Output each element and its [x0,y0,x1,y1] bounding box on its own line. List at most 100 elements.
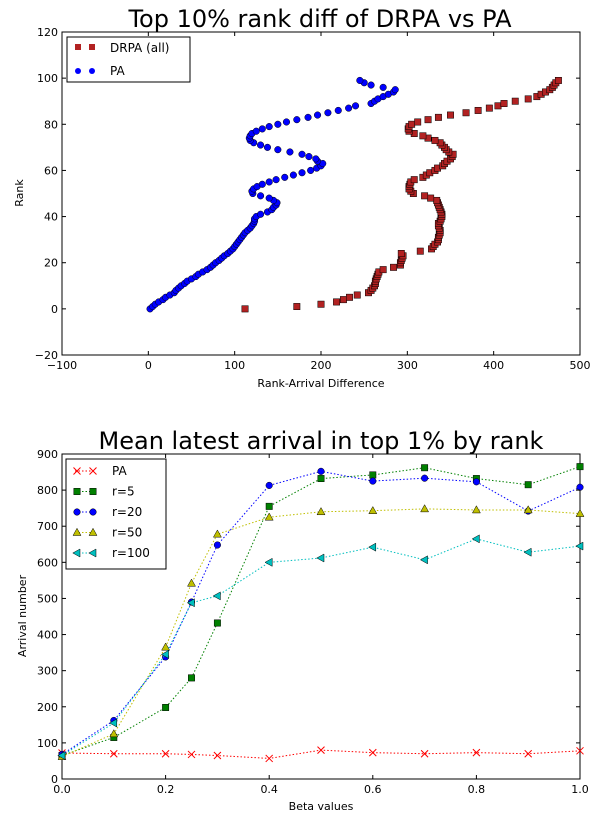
point-pa [263,143,272,151]
chart-1-ytick-label: 60 [44,164,58,177]
legend-label-r-20: r=20 [112,505,142,519]
legend-marker-pa [73,467,81,475]
chart-2-ytick-label: 600 [37,556,58,569]
chart-1-xtick-label: 300 [397,359,418,372]
point-pa [298,150,306,158]
legend-item-r-5: r=5 [73,485,135,499]
point-r-5 [576,463,584,471]
chart-1-xtick-label: 500 [570,359,591,372]
legend-marker-r-20 [73,508,81,516]
point-r-5 [188,674,195,682]
point-drpa-all [333,298,340,306]
legend-marker-r-50 [72,527,82,536]
point-pa [258,180,266,188]
chart-1-xtick-label: 200 [311,359,332,372]
point-drpa-all [293,303,301,311]
point-drpa-all [353,291,361,299]
point-pa [313,111,322,119]
chart-2-ytick-label: 300 [37,665,58,678]
point-pa [161,749,170,758]
series-r-100 [57,534,584,760]
point-drpa-all [339,296,347,304]
point-pa [258,125,266,133]
legend-label-r-50: r=50 [112,526,142,540]
point-drpa-all [494,102,502,110]
point-pa [281,173,289,181]
point-pa [272,176,280,184]
line-r-20 [61,470,581,755]
point-drpa-all [424,116,432,124]
chart-2-ylabel: Arrival number [16,574,29,657]
chart-2-xtick-label: 0.2 [157,783,175,796]
line-pa [61,749,581,759]
point-r-100 [523,547,532,557]
point-r-100 [316,553,325,563]
point-pa [367,81,375,89]
series-r-50 [57,504,585,760]
point-pa [524,749,533,758]
line-r-5 [61,466,581,756]
chart-2-ytick-label: 100 [37,737,58,750]
legend-item-pa: PA [73,464,127,478]
chart-2-legend-box [65,458,167,570]
point-pa [391,86,399,94]
series-pa [58,746,584,763]
point-r-50 [264,512,274,521]
chart-1-ytick-label: 120 [37,26,58,39]
point-drpa-all [524,95,532,103]
line-r-50 [61,508,581,758]
chart-1-ytick-label: 0 [51,303,58,316]
point-r-50 [109,729,119,738]
chart-1: Top 10% rank diff of DRPA vs PA −100 0 100… [13,5,591,390]
point-drpa-all [414,118,422,126]
point-pa [345,104,353,112]
point-r-50 [471,505,481,514]
chart-2-xtick-label: 0.4 [260,783,278,796]
point-r-5 [524,481,532,489]
point-pa [312,155,320,163]
point-pa [576,746,584,755]
point-r-50 [187,578,196,587]
point-pa [265,194,273,202]
point-drpa-all [346,293,353,301]
point-r-100 [109,718,118,728]
point-pa [298,169,306,177]
chart-2-ytick-label: 700 [37,520,58,533]
point-r-50 [316,507,326,516]
point-drpa-all [241,305,249,313]
point-r-100 [57,751,66,760]
chart-2-ytick-label: 900 [37,448,58,461]
chart-1-ytick-label: −20 [35,349,58,362]
point-drpa-all [462,109,470,117]
chart-1-ytick-label: 20 [44,257,58,270]
chart-2-title: Mean latest arrival in top 1% by rank [99,427,544,455]
point-drpa-all [419,132,427,140]
point-pa [304,113,312,121]
chart-2-ytick-label: 500 [37,592,58,605]
chart-2-xlabel: Beta values [289,800,354,813]
chart-1-ylabel: Rank [13,179,26,207]
point-r-5 [369,471,377,479]
point-pa [265,178,273,186]
series-drpa-all [241,77,562,313]
point-r-5 [421,464,429,472]
point-pa [307,166,315,174]
chart-2-xtick-label: 0.0 [53,783,71,796]
chart-1-legend-box [66,36,191,83]
point-r-50 [368,505,378,514]
point-pa [274,146,282,154]
chart-1-xtick-label: −100 [47,359,77,372]
chart-1-legend-marker-drpa [75,44,95,50]
point-pa [252,127,260,135]
chart-2-ytick-label: 400 [37,629,58,642]
chart-1-legend-label-drpa: DRPA (all) [110,41,169,55]
point-r-5 [213,619,221,627]
point-pa [379,83,387,91]
point-pa [334,106,342,114]
legend-marker-pa [89,467,97,475]
chart-2-legend: PA r=5 r=20 r=50 r=100 [65,458,167,570]
point-r-50 [161,642,171,651]
point-drpa-all [474,106,482,114]
chart-2: Mean latest arrival in top 1% by rank 0.… [16,427,589,813]
point-drpa-all [433,196,441,204]
